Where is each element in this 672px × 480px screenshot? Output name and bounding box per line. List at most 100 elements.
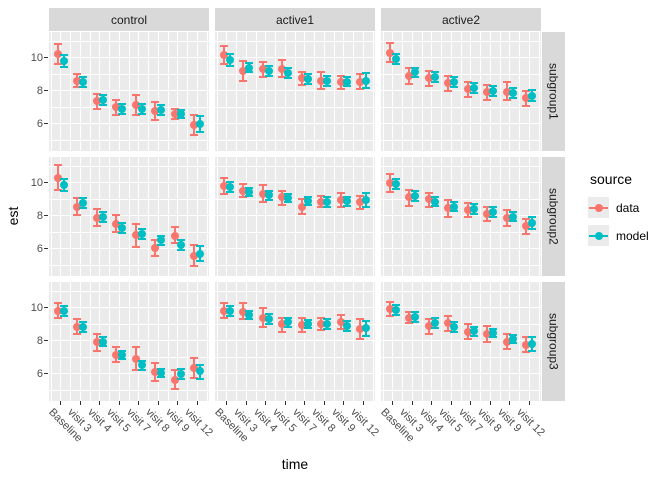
error-bar-cap-data — [190, 357, 199, 360]
error-bar-cap-model — [264, 198, 273, 201]
error-bar-cap-data — [385, 41, 394, 44]
error-bar-cap-model — [391, 314, 400, 317]
error-bar-cap-data — [92, 208, 101, 211]
gridline-minor — [128, 32, 130, 151]
gridline-major — [411, 282, 413, 401]
data-point-data — [405, 313, 414, 322]
x-axis-tick — [177, 401, 179, 405]
gridline-minor — [206, 32, 208, 151]
data-point-model — [303, 75, 312, 84]
data-point-model — [196, 119, 205, 128]
error-bar-cap-data — [73, 213, 82, 216]
data-point-model — [118, 350, 127, 359]
error-bar-cap-model — [508, 210, 517, 213]
error-bar-cap-data — [317, 328, 326, 331]
gridline-major — [138, 282, 140, 401]
y-axis-tick — [44, 215, 48, 217]
gridline-minor — [441, 32, 442, 151]
data-point-data — [502, 214, 511, 223]
error-bar-cap-data — [219, 301, 228, 304]
data-point-model — [362, 324, 371, 333]
data-point-model — [225, 306, 234, 315]
x-axis-tick — [343, 401, 345, 405]
gridline-major — [265, 282, 267, 401]
error-bar-cap-data — [112, 113, 121, 116]
gridline-major — [99, 32, 101, 151]
gridline-major — [392, 32, 394, 151]
legend-title: source — [590, 171, 633, 187]
gridline-major — [284, 282, 286, 401]
gridline-major — [177, 157, 179, 276]
data-point-model — [508, 89, 517, 98]
error-bar-cap-model — [196, 130, 205, 133]
error-bar-cap-data — [336, 205, 345, 208]
y-axis-tick-label: 6 — [36, 367, 43, 380]
x-axis-tick — [392, 401, 394, 405]
error-bar-cap-data — [258, 60, 267, 63]
data-point-model — [118, 224, 127, 233]
gridline-major — [431, 157, 433, 276]
gridline-minor — [499, 32, 501, 151]
facet-panel-active1-subgroup1 — [215, 32, 375, 151]
gridline-major — [323, 32, 325, 151]
data-point-data — [522, 94, 531, 103]
data-point-data — [53, 50, 62, 59]
gridline-minor — [353, 32, 354, 151]
error-bar-cap-model — [157, 103, 166, 106]
x-axis-tick — [79, 401, 81, 405]
gridline-minor — [236, 32, 237, 151]
gridline-major — [118, 32, 120, 151]
error-bar-cap-data — [424, 333, 433, 336]
gridline-major — [226, 282, 228, 401]
y-axis-tick — [44, 373, 48, 375]
error-bar-cap-data — [73, 318, 82, 321]
error-bar-cap-model — [157, 113, 166, 116]
error-bar-cap-data — [151, 101, 160, 104]
gridline-minor — [353, 282, 354, 401]
error-bar-cap-model — [284, 326, 293, 329]
error-bar-cap-model — [303, 83, 312, 86]
error-bar-cap-data — [112, 213, 121, 216]
error-bar-cap-model — [245, 186, 254, 189]
gridline-minor — [128, 282, 130, 401]
data-point-model — [225, 56, 234, 65]
data-point-data — [92, 97, 101, 106]
gridline-minor — [255, 282, 257, 401]
error-bar-cap-data — [502, 208, 511, 211]
error-bar-cap-model — [362, 191, 371, 194]
error-bar-cap-model — [98, 103, 107, 106]
error-bar-cap-data — [112, 346, 121, 349]
data-point-model — [323, 320, 332, 329]
error-bar-cap-model — [118, 102, 127, 105]
error-bar-cap-data — [239, 79, 248, 82]
data-point-data — [356, 77, 365, 86]
error-bar-cap-data — [112, 231, 121, 234]
error-bar-cap-model — [59, 189, 68, 192]
error-bar-cap-data — [424, 205, 433, 208]
error-bar-cap-data — [522, 351, 531, 354]
error-bar-cap-model — [264, 74, 273, 77]
gridline-minor — [187, 32, 188, 151]
x-axis-tick — [323, 401, 325, 405]
facet-panel-active2-subgroup2 — [381, 157, 541, 276]
gridline-major — [79, 157, 81, 276]
error-bar-cap-data — [297, 198, 306, 201]
x-axis-tick — [509, 401, 511, 405]
error-bar-cap-model — [469, 92, 478, 95]
gridline-minor — [148, 32, 149, 151]
error-bar-cap-data — [53, 189, 62, 192]
gridline-major — [157, 157, 159, 276]
error-bar-cap-model — [176, 248, 185, 251]
error-bar-cap-data — [239, 183, 248, 186]
error-bar-cap-data — [483, 83, 492, 86]
error-bar-cap-data — [170, 241, 179, 244]
error-bar-cap-data — [483, 205, 492, 208]
error-bar-cap-data — [385, 190, 394, 193]
data-point-data — [239, 66, 248, 75]
gridline-minor — [421, 32, 423, 151]
data-point-model — [196, 249, 205, 258]
data-point-model — [245, 187, 254, 196]
data-point-data — [151, 243, 160, 252]
gridline-major — [284, 32, 286, 151]
data-point-model — [489, 208, 498, 217]
